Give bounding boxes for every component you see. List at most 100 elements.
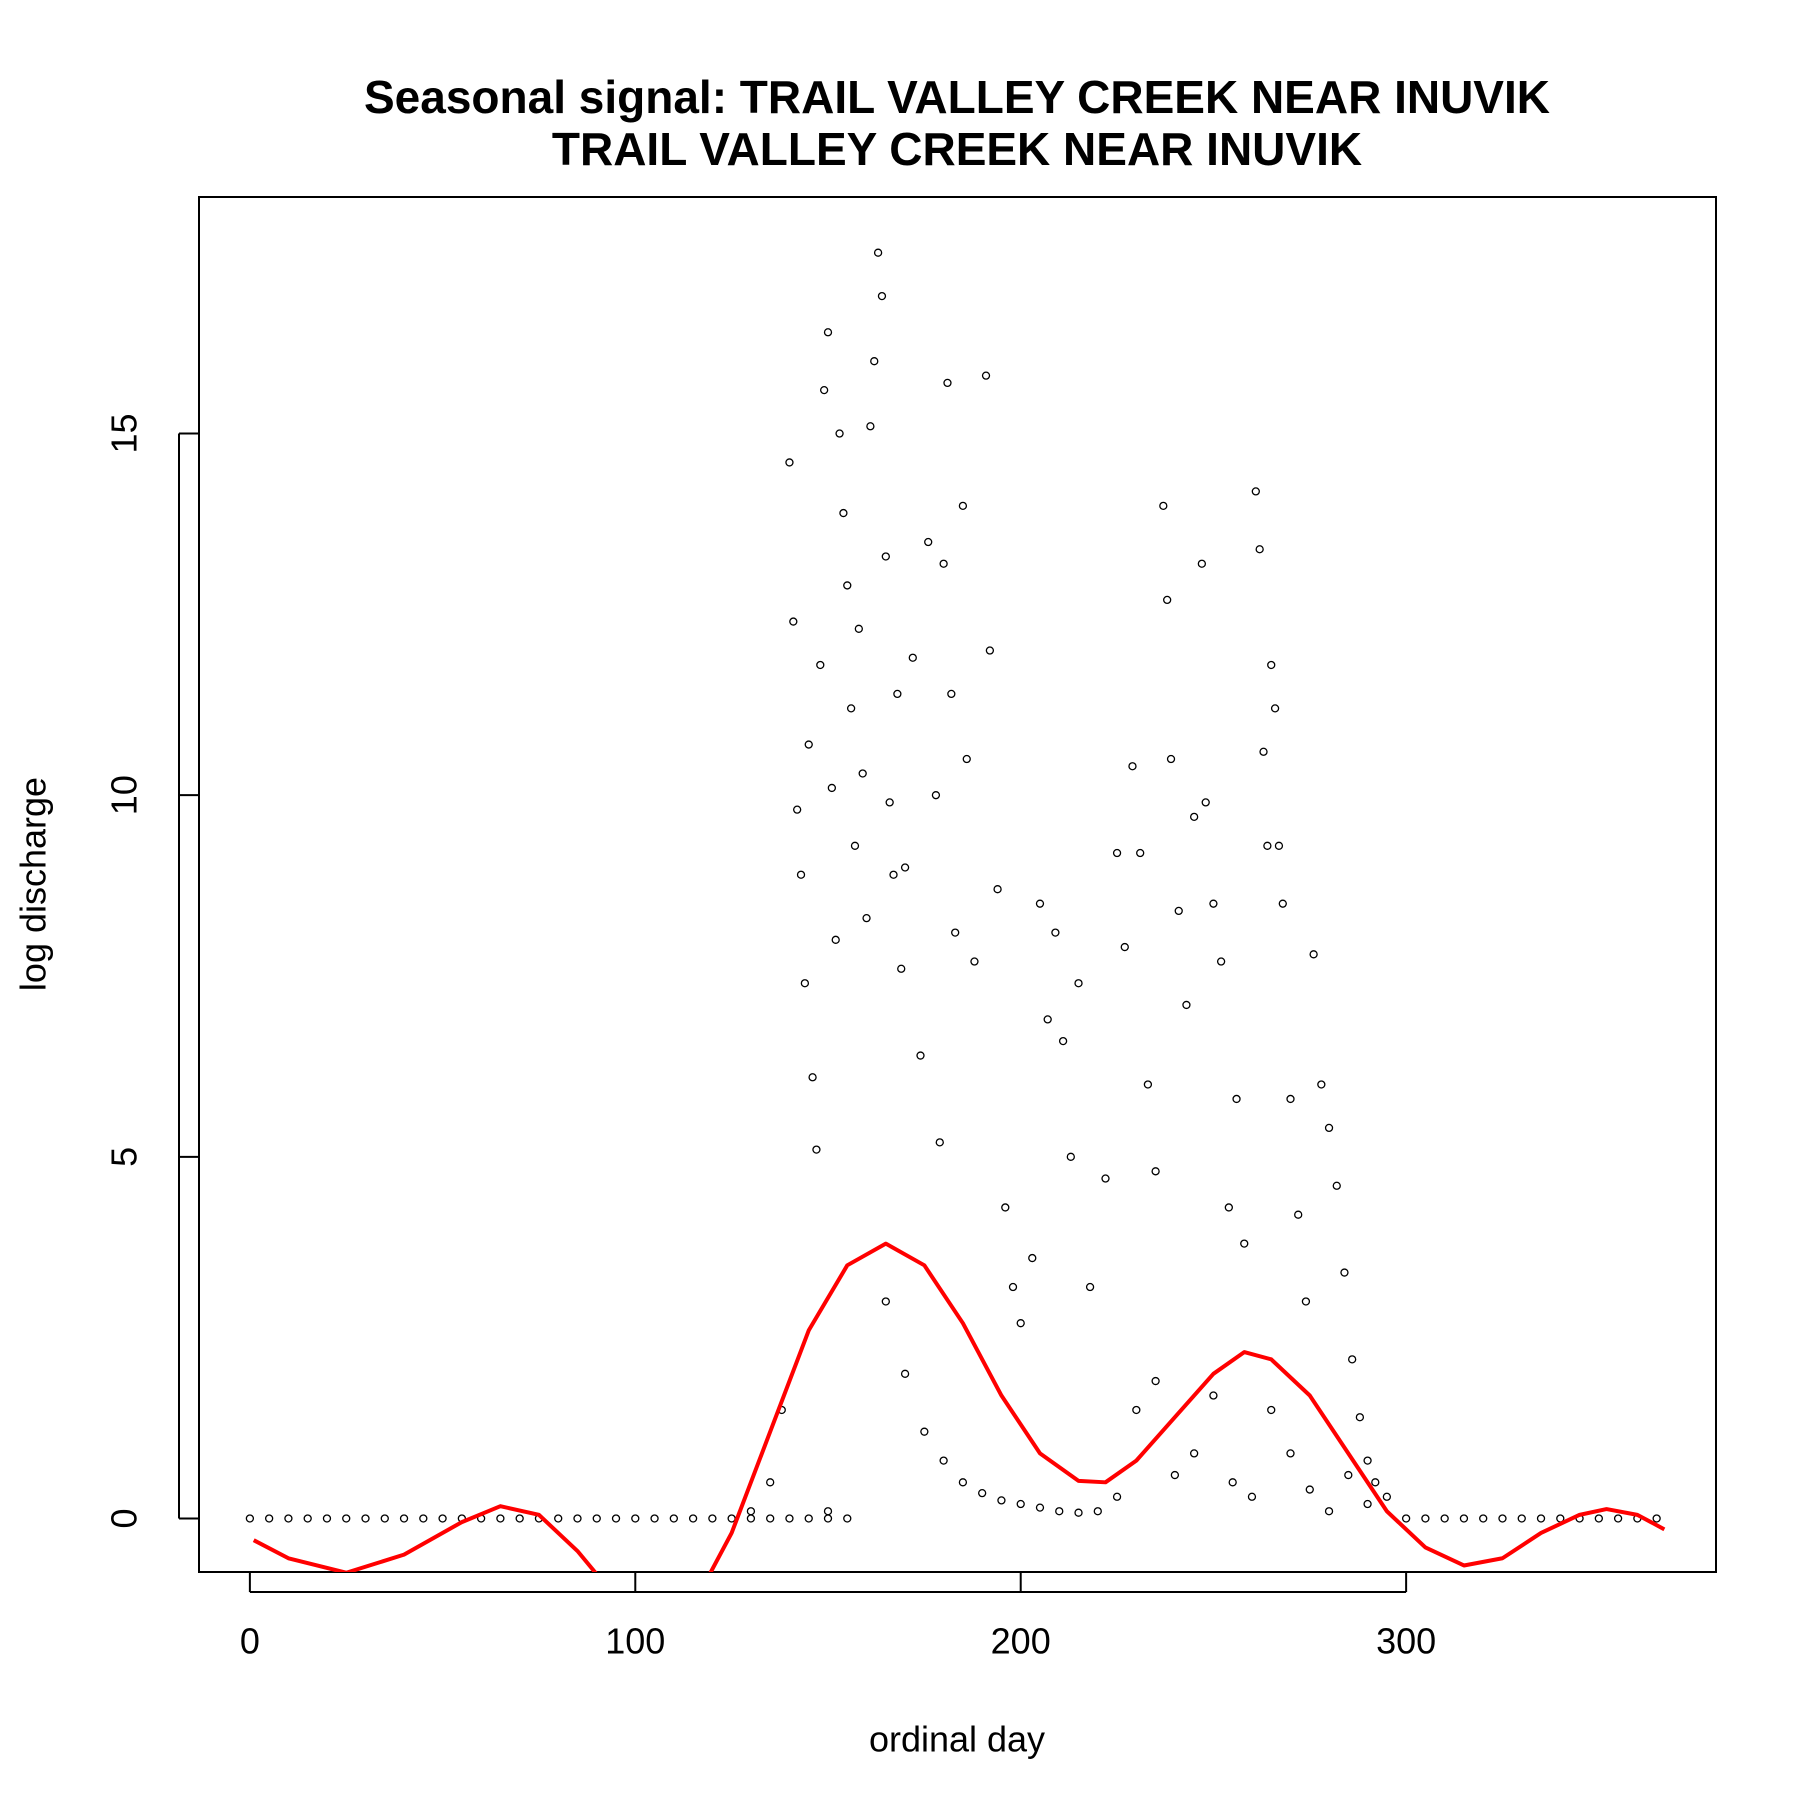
- data-point: [1085, 1282, 1095, 1292]
- data-point: [935, 1138, 944, 1147]
- data-point: [1274, 841, 1284, 850]
- data-point: [889, 870, 898, 879]
- data-point: [785, 458, 794, 467]
- data-point: [669, 1514, 678, 1523]
- data-point: [1363, 1456, 1372, 1465]
- data-point: [1270, 704, 1280, 713]
- data-point: [1459, 1514, 1469, 1523]
- data-point: [1189, 812, 1199, 822]
- data-point: [1421, 1514, 1430, 1523]
- data-point: [1174, 906, 1183, 916]
- data-point: [877, 291, 887, 301]
- data-point: [993, 885, 1002, 894]
- data-point: [900, 863, 910, 872]
- data-point: [1305, 1485, 1314, 1494]
- data-point: [924, 537, 933, 547]
- data-point: [515, 1514, 524, 1523]
- data-point: [939, 559, 948, 568]
- data-point: [399, 1514, 409, 1523]
- data-point: [823, 1507, 833, 1516]
- x-tick-label: 0: [240, 1621, 260, 1662]
- data-point: [245, 1514, 255, 1523]
- data-point: [897, 964, 906, 973]
- data-point: [827, 783, 837, 793]
- data-point: [1536, 1514, 1546, 1523]
- y-tick-label: 10: [104, 775, 145, 815]
- data-point: [1332, 1181, 1341, 1190]
- data-point: [1201, 798, 1210, 807]
- data-point: [1348, 1355, 1357, 1364]
- data-point: [808, 1073, 817, 1082]
- data-point: [1224, 1203, 1233, 1212]
- data-point: [804, 740, 813, 749]
- data-point: [1166, 754, 1176, 764]
- data-point: [766, 1514, 775, 1523]
- data-point: [839, 508, 848, 518]
- data-point: [1051, 928, 1060, 937]
- data-point: [1016, 1499, 1025, 1509]
- data-point: [1355, 1413, 1365, 1422]
- data-point: [1143, 1080, 1153, 1089]
- data-point: [962, 754, 971, 764]
- data-point: [1151, 1376, 1160, 1386]
- data-point: [943, 378, 952, 388]
- data-point: [1363, 1499, 1372, 1509]
- data-point: [804, 1514, 813, 1523]
- data-point: [1594, 1514, 1603, 1523]
- data-point: [958, 1478, 968, 1487]
- data-point: [1074, 979, 1083, 988]
- data-point: [1008, 1282, 1018, 1292]
- plot-area: [245, 248, 1666, 1572]
- data-point: [496, 1514, 505, 1523]
- data-point: [819, 385, 829, 395]
- data-point: [850, 841, 860, 850]
- data-point: [1267, 1405, 1276, 1415]
- data-point: [1301, 1297, 1311, 1306]
- data-point: [1517, 1514, 1526, 1523]
- data-point: [958, 501, 968, 511]
- data-point: [708, 1514, 717, 1523]
- y-tick-label: 0: [104, 1508, 145, 1528]
- data-point: [1182, 1000, 1191, 1010]
- x-tick-label: 200: [991, 1621, 1051, 1662]
- data-point: [1263, 841, 1272, 850]
- data-point: [885, 798, 894, 807]
- data-point: [1286, 1094, 1295, 1104]
- data-point: [592, 1514, 601, 1523]
- data-point: [1136, 848, 1145, 858]
- data-point: [947, 689, 956, 699]
- data-point: [881, 1297, 890, 1306]
- data-point: [843, 1514, 852, 1523]
- data-point: [1247, 1492, 1257, 1501]
- data-point: [1132, 1405, 1141, 1415]
- fit-curve: [252, 1241, 1666, 1572]
- data-point: [573, 1514, 582, 1523]
- data-point: [793, 805, 802, 814]
- data-point: [1028, 1253, 1037, 1263]
- data-point: [1128, 762, 1137, 771]
- data-point: [881, 552, 890, 561]
- data-point: [322, 1514, 332, 1523]
- data-point: [1340, 1268, 1349, 1277]
- data-point: [1294, 1210, 1303, 1219]
- data-point: [1101, 1174, 1110, 1183]
- data-point: [1317, 1080, 1326, 1089]
- x-tick-label: 300: [1376, 1621, 1436, 1662]
- data-point: [303, 1514, 312, 1523]
- data-point: [1652, 1514, 1661, 1523]
- data-point: [789, 617, 798, 626]
- data-point: [1240, 1239, 1249, 1248]
- data-point: [1189, 1449, 1199, 1458]
- data-point: [284, 1514, 293, 1523]
- data-point: [419, 1514, 428, 1523]
- data-point: [1151, 1167, 1160, 1176]
- data-point: [1035, 1503, 1045, 1512]
- data-point: [831, 935, 840, 944]
- chart-title: Seasonal signal: TRAIL VALLEY CREEK NEAR…: [364, 71, 1550, 123]
- data-point: [812, 1145, 821, 1154]
- data-point: [554, 1514, 563, 1523]
- data-point: [1278, 899, 1287, 908]
- data-point: [1043, 1015, 1052, 1024]
